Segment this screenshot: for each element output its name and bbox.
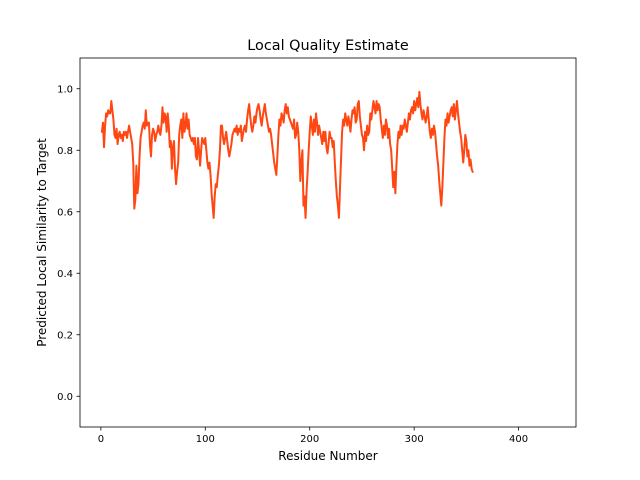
y-tick-label: 0.6: [57, 207, 73, 218]
chart-title: Local Quality Estimate: [247, 38, 409, 54]
series-line: [100, 90, 474, 219]
x-axis-label: Residue Number: [278, 449, 377, 463]
y-tick-label: 0.2: [57, 330, 73, 341]
y-tick-label: 0.8: [57, 146, 73, 157]
x-tick-label: 400: [509, 434, 528, 445]
x-tick-label: 300: [405, 434, 424, 445]
axis-ticks: 0 100 200 300 400 0.0 0.2 0.4 0.6 0.8 1.0: [57, 84, 528, 445]
series-line-layer: [100, 90, 474, 219]
y-tick-label: 1.0: [57, 84, 73, 95]
x-tick-label: 0: [98, 434, 104, 445]
y-tick-label: 0.0: [57, 392, 73, 403]
y-axis-label: Predicted Local Similarity to Target: [35, 138, 49, 347]
x-tick-label: 200: [300, 434, 319, 445]
plot-area: [80, 58, 576, 427]
plot-frame: [79, 57, 577, 428]
x-tick-label: 100: [196, 434, 215, 445]
y-tick-label: 0.4: [57, 269, 73, 280]
